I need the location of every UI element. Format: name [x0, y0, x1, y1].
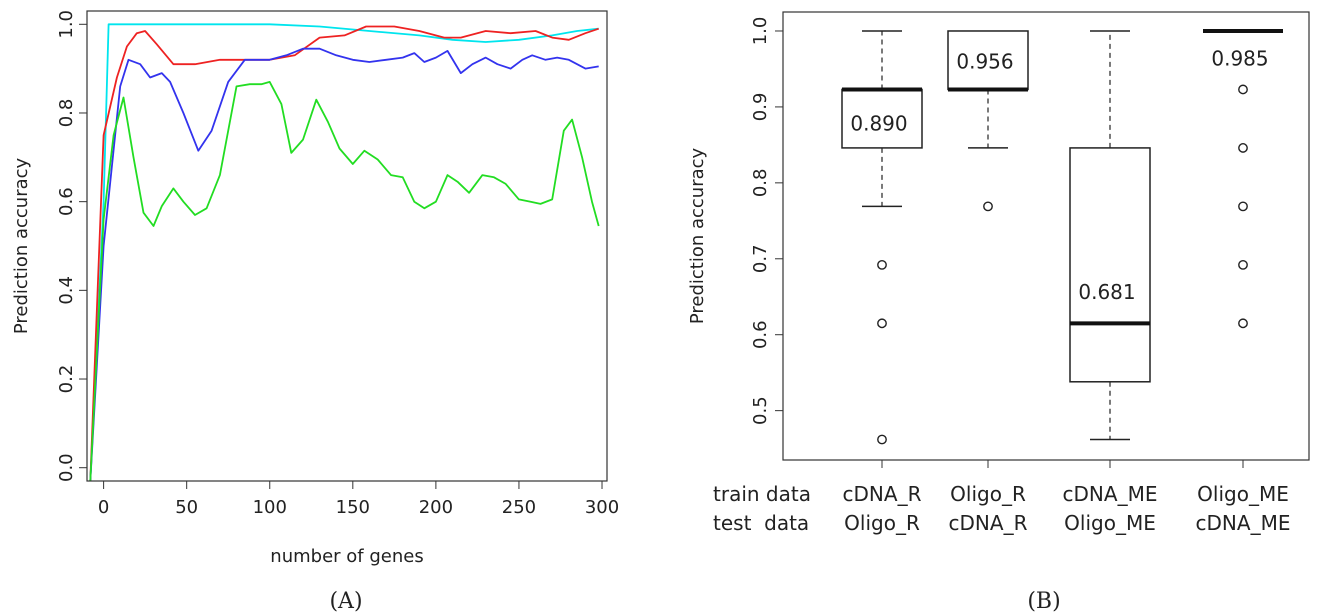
row-label-train: train data [713, 482, 811, 506]
train-data-label: Oligo_R [950, 482, 1026, 506]
panel-label-b: (B) [1027, 589, 1060, 614]
iqr-box [841, 88, 923, 149]
y-tick-label: 0.9 [750, 93, 771, 122]
mean-value-label: 0.890 [850, 112, 907, 136]
panel-label-a: (A) [329, 589, 362, 614]
train-data-label: cDNA_ME [1063, 482, 1158, 506]
outlier-point [877, 318, 887, 329]
outlier-point [877, 434, 887, 445]
iqr-box [1069, 147, 1151, 383]
mean-value-label: 0.956 [956, 49, 1013, 73]
panel-a-line-chart: 0 50 100 150 200 250 300 0.0 0.2 0.4 0.6 0.8 1.0 nu… [11, 10, 619, 614]
y-tick-label: 0.6 [750, 320, 771, 349]
y-tick-label: 0.4 [56, 276, 77, 305]
x-axis-label: number of genes [270, 546, 423, 567]
y-tick-label: 0.2 [56, 365, 77, 394]
y-tick-label: 0.5 [750, 396, 771, 425]
outlier-point [983, 201, 993, 212]
x-tick-label: 300 [585, 497, 619, 518]
series-line-2 [89, 25, 599, 482]
test-data-label: Oligo_R [844, 511, 920, 535]
iqr-box [947, 30, 1029, 91]
outlier-point [1238, 318, 1248, 329]
x-tick-label: 150 [336, 497, 370, 518]
y-axis-label: Prediction accuracy [687, 147, 708, 324]
mean-value-label: 0.985 [1211, 46, 1268, 70]
plot-frame [782, 11, 1310, 461]
row-label-test: test data [713, 511, 809, 535]
series-line-3 [89, 47, 599, 482]
outlier-point [1238, 201, 1248, 212]
y-axis-label: Prediction accuracy [11, 157, 32, 334]
y-tick-label: 0.0 [56, 453, 77, 482]
test-data-label: cDNA_R [949, 511, 1028, 535]
line-series-group [89, 23, 600, 482]
train-data-label: Oligo_ME [1197, 482, 1289, 506]
box-4: 0.985 [1203, 28, 1283, 329]
x-tick-label: 100 [253, 497, 287, 518]
y-tick-label: 1.0 [56, 10, 77, 39]
x-tick-label: 200 [419, 497, 453, 518]
y-tick-label: 0.7 [750, 244, 771, 273]
y-tick-label: 1.0 [750, 17, 771, 46]
train-data-label: cDNA_R [843, 482, 922, 506]
box-3: 0.681 [1069, 30, 1151, 441]
x-tick-label: 250 [502, 497, 536, 518]
test-data-label: Oligo_ME [1064, 511, 1156, 535]
y-tick-label: 0.6 [56, 187, 77, 216]
box-2: 0.956 [947, 30, 1029, 212]
x-tick-label: 0 [98, 497, 109, 518]
y-tick-label: 0.8 [750, 169, 771, 198]
box-1: 0.890 [841, 30, 923, 445]
mean-value-label: 0.681 [1078, 280, 1135, 304]
plot-frame [86, 10, 608, 482]
outlier-point [877, 259, 887, 270]
outlier-point [1238, 84, 1248, 95]
x-tick-label: 50 [175, 497, 198, 518]
series-line-1 [89, 23, 599, 482]
test-data-label: cDNA_ME [1196, 511, 1291, 535]
box-group: 0.890 0.956 0.681 0.985 [841, 28, 1283, 445]
outlier-point [1238, 143, 1248, 153]
y-tick-label: 0.8 [56, 99, 77, 128]
outlier-point [1238, 259, 1248, 270]
series-line-4 [89, 81, 600, 482]
